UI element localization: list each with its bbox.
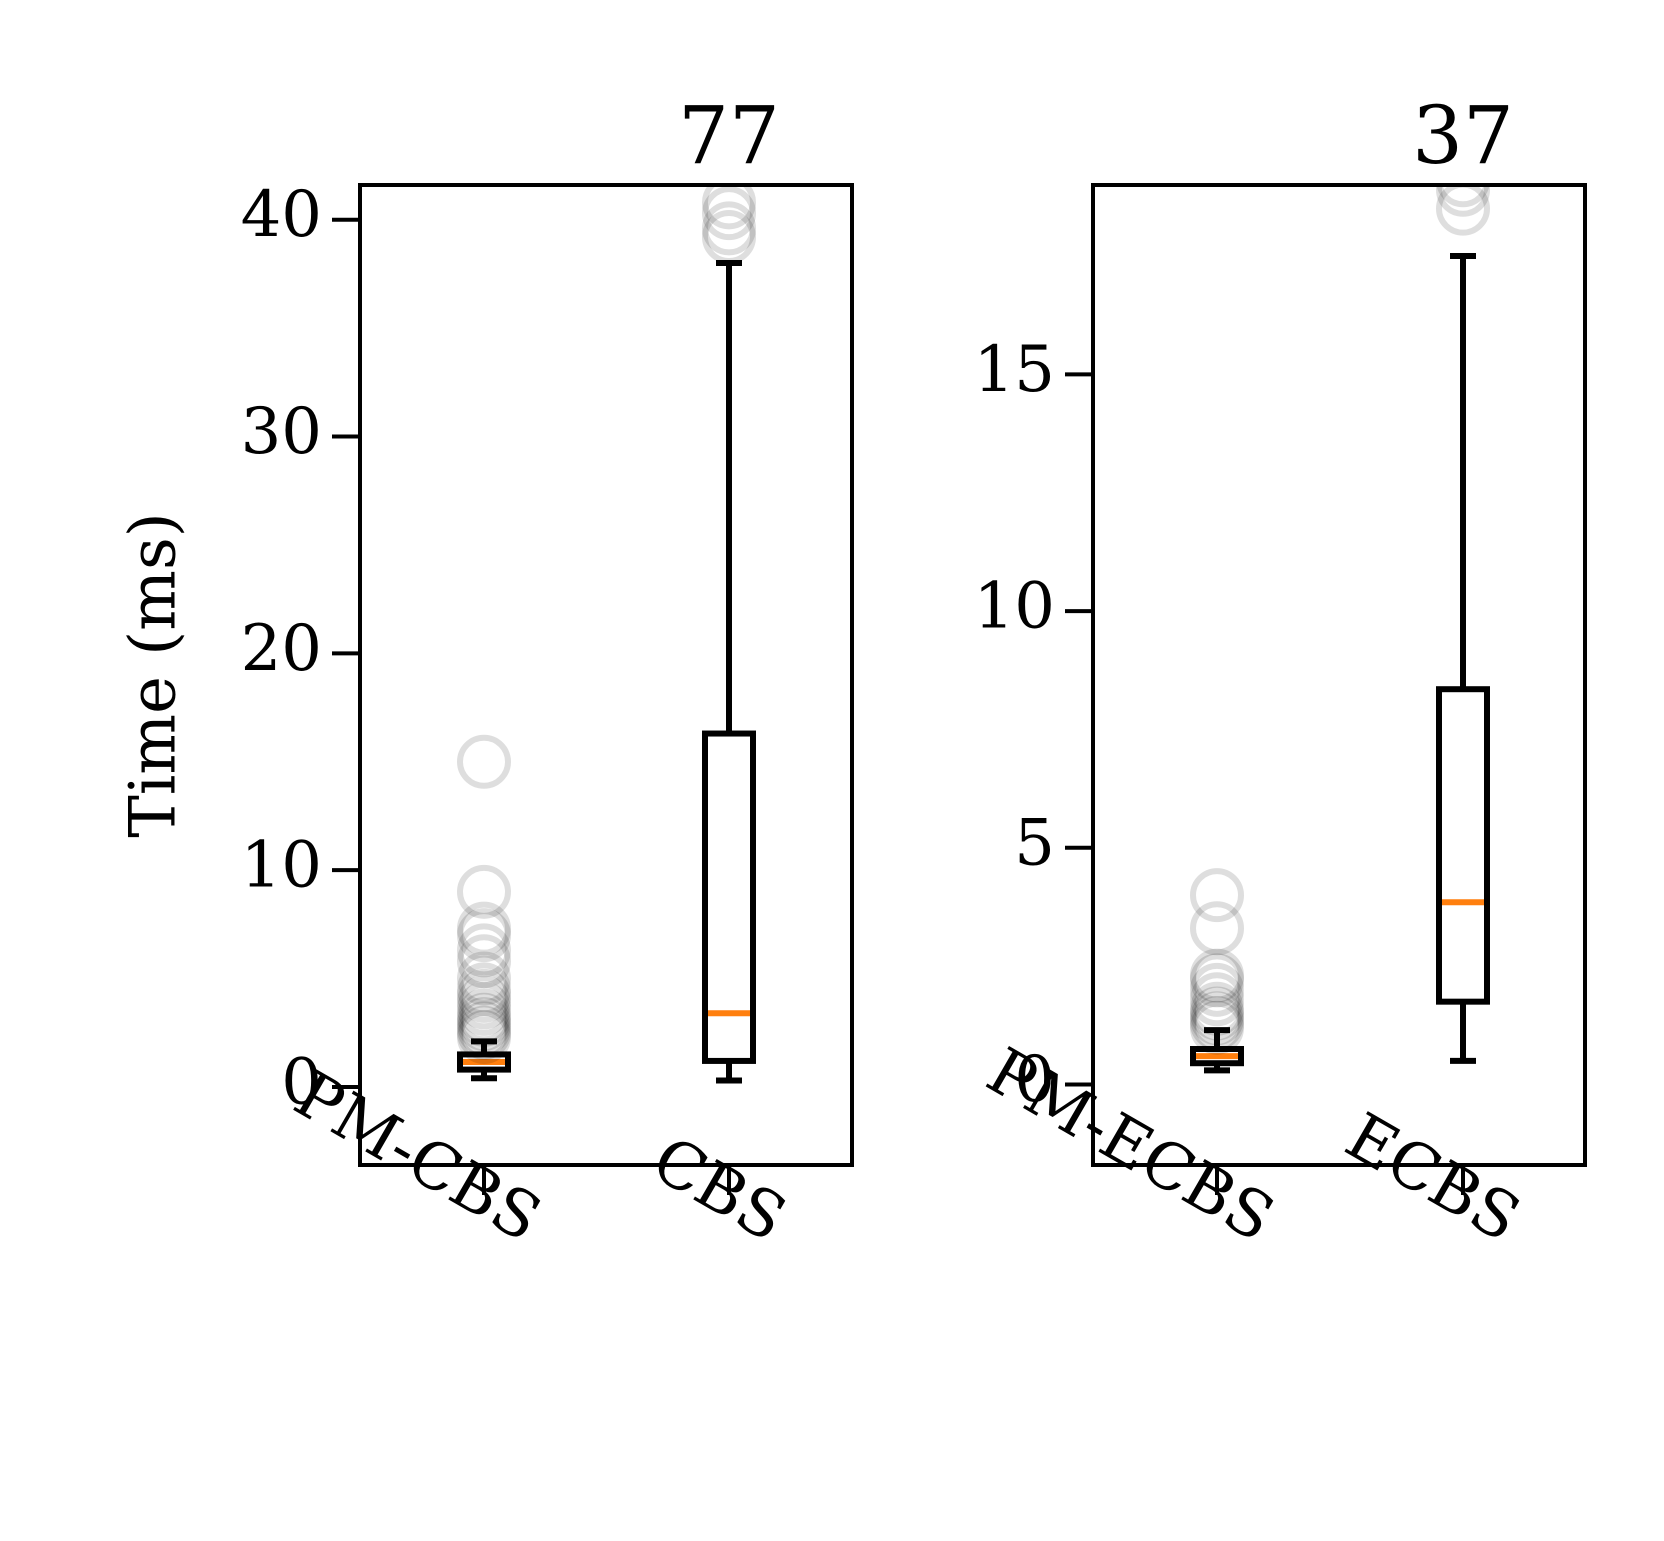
outlier-point — [457, 988, 511, 1043]
outlier-point — [457, 1005, 511, 1060]
y-tick-label: 5 — [1014, 806, 1055, 880]
left-panel-y-ticks: 0 10 20 30 40 — [241, 178, 360, 1119]
outlier-point — [702, 201, 756, 256]
y-tick-label: 10 — [241, 829, 322, 903]
y-tick-label: 40 — [241, 178, 322, 252]
y-tick-label: 0 — [1014, 1043, 1055, 1117]
outlier-point — [1190, 995, 1244, 1050]
right-panel-x-ticks: PM-ECBS ECBS — [975, 1034, 1532, 1256]
outlier-point — [457, 934, 511, 989]
outlier-point — [457, 923, 511, 978]
outlier-point — [1436, 185, 1490, 236]
right-panel-marks — [1190, 185, 1490, 1074]
outlier-point — [457, 992, 511, 1047]
left-panel: 0 10 20 30 40 PM-CBS CBS 77 — [241, 89, 854, 1257]
outlier-point — [457, 981, 511, 1036]
y-axis-label: Time (ms) — [117, 512, 191, 838]
left-panel-x-ticks: PM-CBS CBS — [282, 1058, 798, 1257]
outlier-point — [1190, 972, 1244, 1027]
outlier-point — [1190, 1000, 1244, 1055]
outlier-point — [457, 962, 511, 1017]
outlier-point — [1436, 185, 1490, 208]
y-tick-label: 0 — [281, 1045, 322, 1119]
outlier-point — [457, 997, 511, 1052]
outlier-point — [457, 901, 511, 956]
box-iqr — [1436, 686, 1490, 1005]
right-panel: 0 5 10 15 PM-ECBS ECBS 37 — [974, 89, 1587, 1257]
y-tick-label: 10 — [974, 570, 1055, 644]
outlier-point — [702, 185, 756, 230]
outlier-point — [702, 186, 756, 241]
outlier-point — [457, 908, 511, 963]
y-tick-label: 15 — [974, 333, 1055, 407]
x-tick-label: CBS — [640, 1123, 798, 1257]
outlier-point — [457, 864, 511, 919]
outlier-point — [457, 951, 511, 1006]
outlier-point — [1190, 901, 1244, 956]
outlier-point — [1190, 868, 1244, 923]
left-panel-annotation: 77 — [678, 89, 780, 182]
y-tick-label: 20 — [241, 612, 322, 686]
x-tick-label: ECBS — [1333, 1099, 1532, 1256]
y-tick-label: 30 — [241, 395, 322, 469]
box-iqr — [702, 730, 756, 1064]
outlier-point — [457, 1010, 511, 1065]
x-tick-label: PM-CBS — [282, 1058, 553, 1257]
outlier-point — [457, 1001, 511, 1056]
outlier-point — [1190, 948, 1244, 1003]
right-panel-y-ticks: 0 5 10 15 — [974, 333, 1093, 1117]
outlier-point — [1436, 185, 1490, 217]
left-panel-frame — [358, 183, 854, 1167]
outlier-point — [1190, 991, 1244, 1046]
outlier-point — [1190, 962, 1244, 1017]
outlier-point — [1190, 986, 1244, 1041]
y-axis-title: Time (ms) — [117, 512, 191, 838]
right-panel-frame — [1091, 183, 1587, 1167]
outlier-point — [702, 210, 756, 265]
left-panel-marks — [457, 185, 756, 1084]
x-tick-label: PM-ECBS — [975, 1034, 1286, 1256]
outlier-point — [1190, 953, 1244, 1008]
right-panel-annotation: 37 — [1412, 89, 1514, 182]
outlier-point — [457, 968, 511, 1023]
outlier-point — [457, 975, 511, 1030]
outlier-point — [457, 734, 511, 789]
outlier-point — [1190, 981, 1244, 1036]
